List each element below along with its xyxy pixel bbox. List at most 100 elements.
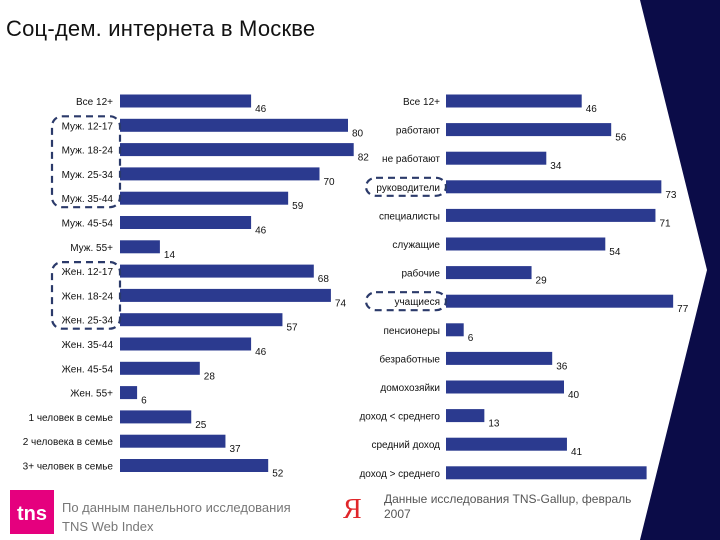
right-category-label: руководители xyxy=(376,183,440,194)
left-category-label: Жен. 55+ xyxy=(70,389,113,400)
right-value-label: 6 xyxy=(468,333,474,344)
right-value-label: 34 xyxy=(550,161,562,172)
right-bar xyxy=(446,351,553,365)
left-value-label: 6 xyxy=(141,396,147,407)
right-highlight-frame xyxy=(364,176,448,197)
page-title: Соц-дем. интернета в Москве xyxy=(6,16,316,41)
left-bar xyxy=(120,94,252,108)
right-bar xyxy=(446,294,674,308)
left-value-label: 59 xyxy=(292,201,304,212)
right-category-label: доход < среднего xyxy=(359,412,440,423)
right-value-label: 29 xyxy=(536,276,548,287)
right-highlight-frame xyxy=(364,291,448,312)
right-value-label: 56 xyxy=(615,133,627,144)
right-category-label: работают xyxy=(396,125,441,137)
left-category-label: Жен. 45-54 xyxy=(62,364,114,375)
right-category-label: Все 12+ xyxy=(403,97,440,108)
right-category-label: учащиеся xyxy=(394,297,440,308)
yandex-logo: Я xyxy=(343,494,362,525)
left-bar xyxy=(120,361,200,375)
right-category-label: доход > среднего xyxy=(359,469,440,480)
left-value-label: 74 xyxy=(335,298,347,309)
right-value-label: 77 xyxy=(677,304,689,315)
left-bar xyxy=(120,118,348,132)
right-value-label: 73 xyxy=(665,190,677,201)
left-category-label: Жен. 25-34 xyxy=(62,316,114,327)
left-category-label: Жен. 18-24 xyxy=(62,291,114,302)
left-bar xyxy=(120,143,354,157)
left-bar xyxy=(120,191,289,205)
left-highlight-frame xyxy=(50,115,122,209)
right-category-label: средний доход xyxy=(371,440,440,451)
right-bar xyxy=(446,94,582,108)
left-value-label: 57 xyxy=(286,323,298,334)
left-category-label: Муж. 12-17 xyxy=(62,121,114,132)
left-category-label: Муж. 18-24 xyxy=(62,146,114,157)
right-bar xyxy=(446,180,662,194)
left-category-label: 3+ человек в семье xyxy=(23,462,114,473)
left-bar xyxy=(120,288,331,302)
right-category-label: безработные xyxy=(379,353,440,365)
left-value-label: 80 xyxy=(352,128,364,139)
left-bar xyxy=(120,216,252,229)
left-bar xyxy=(120,313,283,327)
left-category-label: Муж. 55+ xyxy=(70,243,113,254)
left-value-label: 70 xyxy=(324,177,336,188)
right-value-label: 46 xyxy=(586,104,598,115)
left-category-label: 1 человек в семье xyxy=(28,413,113,424)
left-bar xyxy=(120,410,192,424)
right-bar xyxy=(446,266,532,280)
left-bar xyxy=(120,337,252,351)
left-value-label: 46 xyxy=(255,347,267,358)
right-bar xyxy=(446,466,647,480)
left-value-label: 28 xyxy=(204,371,216,382)
left-bar xyxy=(120,167,320,181)
right-value-label: 36 xyxy=(556,361,568,372)
tns-logo: tns xyxy=(10,490,54,534)
right-bar xyxy=(446,237,606,251)
left-category-label: Муж. 35-44 xyxy=(62,194,114,205)
right-bar xyxy=(446,123,612,137)
left-value-label: 82 xyxy=(358,153,370,164)
right-bar xyxy=(446,151,547,165)
left-value-label: 14 xyxy=(164,250,176,261)
right-category-label: служащие xyxy=(392,240,440,251)
right-value-label: 13 xyxy=(488,419,500,430)
left-bar xyxy=(120,240,160,254)
left-category-label: Все 12+ xyxy=(76,97,113,108)
right-value-label: 41 xyxy=(571,447,583,458)
right-category-label: домохозяйки xyxy=(380,383,440,394)
left-highlight-frame xyxy=(50,261,122,330)
left-bar xyxy=(120,434,226,448)
right-value-label: 40 xyxy=(568,390,580,401)
right-bar xyxy=(446,208,656,222)
left-value-label: 37 xyxy=(229,444,241,455)
right-value-label: 54 xyxy=(609,247,621,258)
left-category-label: Жен. 12-17 xyxy=(62,267,114,278)
left-category-label: Муж. 25-34 xyxy=(62,170,114,181)
right-category-label: не работают xyxy=(382,153,440,165)
right-category-label: специалисты xyxy=(379,211,440,222)
left-bar xyxy=(120,459,269,472)
left-category-label: Муж. 45-54 xyxy=(62,219,114,230)
left-value-label: 52 xyxy=(272,469,284,480)
left-category-label: Жен. 35-44 xyxy=(62,340,114,351)
left-category-label: 2 человека в семье xyxy=(23,437,114,448)
left-value-label: 46 xyxy=(255,104,267,115)
right-bar xyxy=(446,409,485,423)
right-category-label: рабочие xyxy=(401,268,440,280)
left-bar xyxy=(120,386,138,400)
source-note: По данным панельного исследования TNS We… xyxy=(62,500,291,534)
right-bar xyxy=(446,323,464,337)
research-note: Данные исследования TNS-Gallup, февраль … xyxy=(384,492,632,521)
right-bar xyxy=(446,380,564,394)
left-value-label: 68 xyxy=(318,274,330,285)
right-bar xyxy=(446,437,567,451)
right-category-label: пенсионеры xyxy=(384,326,440,337)
left-value-label: 25 xyxy=(195,420,207,431)
left-bar xyxy=(120,264,314,278)
right-value-label: 71 xyxy=(659,218,671,229)
left-value-label: 46 xyxy=(255,226,267,237)
